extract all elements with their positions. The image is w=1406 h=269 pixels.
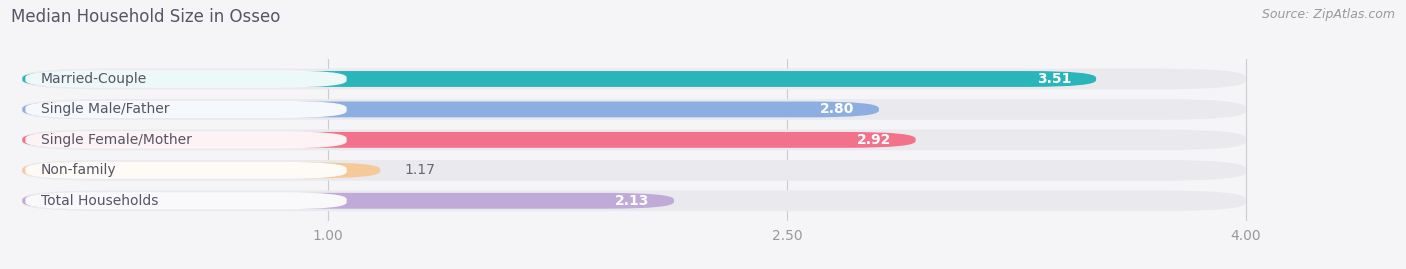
Text: 2.13: 2.13 [614,194,650,208]
Text: Source: ZipAtlas.com: Source: ZipAtlas.com [1261,8,1395,21]
Text: Single Male/Father: Single Male/Father [41,102,169,116]
Text: 3.51: 3.51 [1038,72,1071,86]
FancyBboxPatch shape [22,71,1097,87]
Text: Total Households: Total Households [41,194,157,208]
Text: 2.80: 2.80 [820,102,855,116]
FancyBboxPatch shape [25,131,347,148]
FancyBboxPatch shape [22,160,1246,181]
FancyBboxPatch shape [25,162,347,179]
Text: Median Household Size in Osseo: Median Household Size in Osseo [11,8,281,26]
Text: Married-Couple: Married-Couple [41,72,148,86]
FancyBboxPatch shape [25,192,347,209]
FancyBboxPatch shape [22,130,1246,150]
FancyBboxPatch shape [22,132,915,148]
Text: 2.92: 2.92 [856,133,891,147]
FancyBboxPatch shape [22,101,879,117]
FancyBboxPatch shape [22,69,1246,89]
FancyBboxPatch shape [25,101,347,118]
Text: Non-family: Non-family [41,163,117,177]
FancyBboxPatch shape [22,193,673,209]
FancyBboxPatch shape [22,162,380,178]
Text: Single Female/Mother: Single Female/Mother [41,133,191,147]
FancyBboxPatch shape [22,99,1246,120]
Text: 1.17: 1.17 [405,163,436,177]
FancyBboxPatch shape [22,190,1246,211]
FancyBboxPatch shape [25,70,347,87]
